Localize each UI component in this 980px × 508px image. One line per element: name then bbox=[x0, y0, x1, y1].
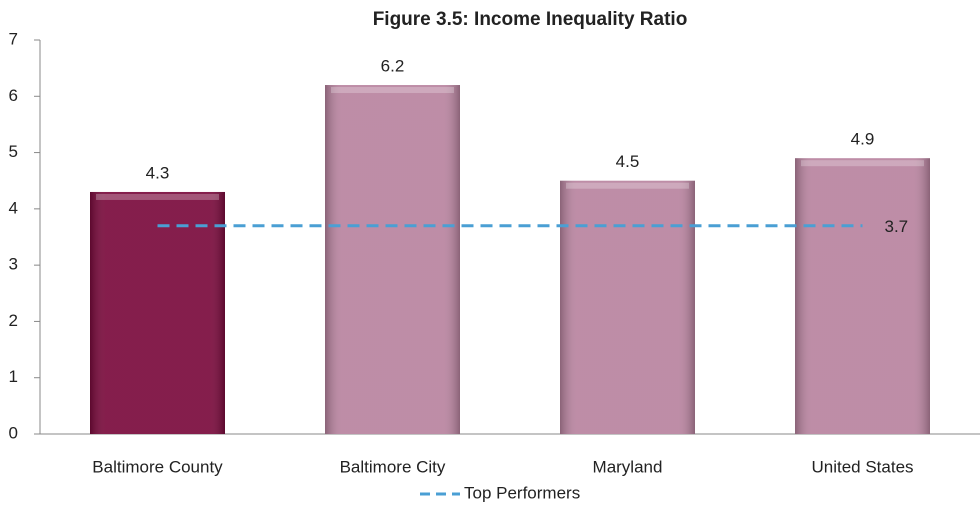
bar-shade bbox=[795, 158, 930, 434]
chart-title: Figure 3.5: Income Inequality Ratio bbox=[373, 9, 688, 30]
x-tick-label: Maryland bbox=[593, 457, 663, 476]
y-tick-label: 2 bbox=[9, 311, 18, 330]
x-tick-label: Baltimore City bbox=[340, 457, 446, 476]
bar-shade bbox=[560, 180, 695, 434]
value-label: 6.2 bbox=[381, 57, 405, 76]
y-tick-label: 5 bbox=[9, 142, 18, 161]
y-tick-label: 3 bbox=[9, 255, 18, 274]
legend-label: Top Performers bbox=[464, 483, 580, 502]
bar-bevel bbox=[801, 160, 924, 167]
value-label: 4.3 bbox=[146, 163, 170, 182]
bar-bevel bbox=[566, 182, 689, 189]
y-tick-label: 7 bbox=[9, 29, 18, 48]
value-label: 4.5 bbox=[616, 152, 640, 171]
x-tick-label: United States bbox=[811, 457, 913, 476]
y-tick-label: 1 bbox=[9, 367, 18, 386]
y-tick-label: 0 bbox=[9, 423, 18, 442]
y-tick-label: 6 bbox=[9, 86, 18, 105]
line-value-label: 3.7 bbox=[885, 217, 909, 236]
bar-bevel bbox=[331, 87, 454, 94]
x-tick-label: Baltimore County bbox=[92, 457, 223, 476]
value-label: 4.9 bbox=[851, 130, 875, 149]
bar-shade bbox=[325, 85, 460, 435]
bar-bevel bbox=[96, 193, 219, 200]
bar-shade bbox=[90, 191, 225, 434]
y-tick-label: 4 bbox=[9, 198, 18, 217]
